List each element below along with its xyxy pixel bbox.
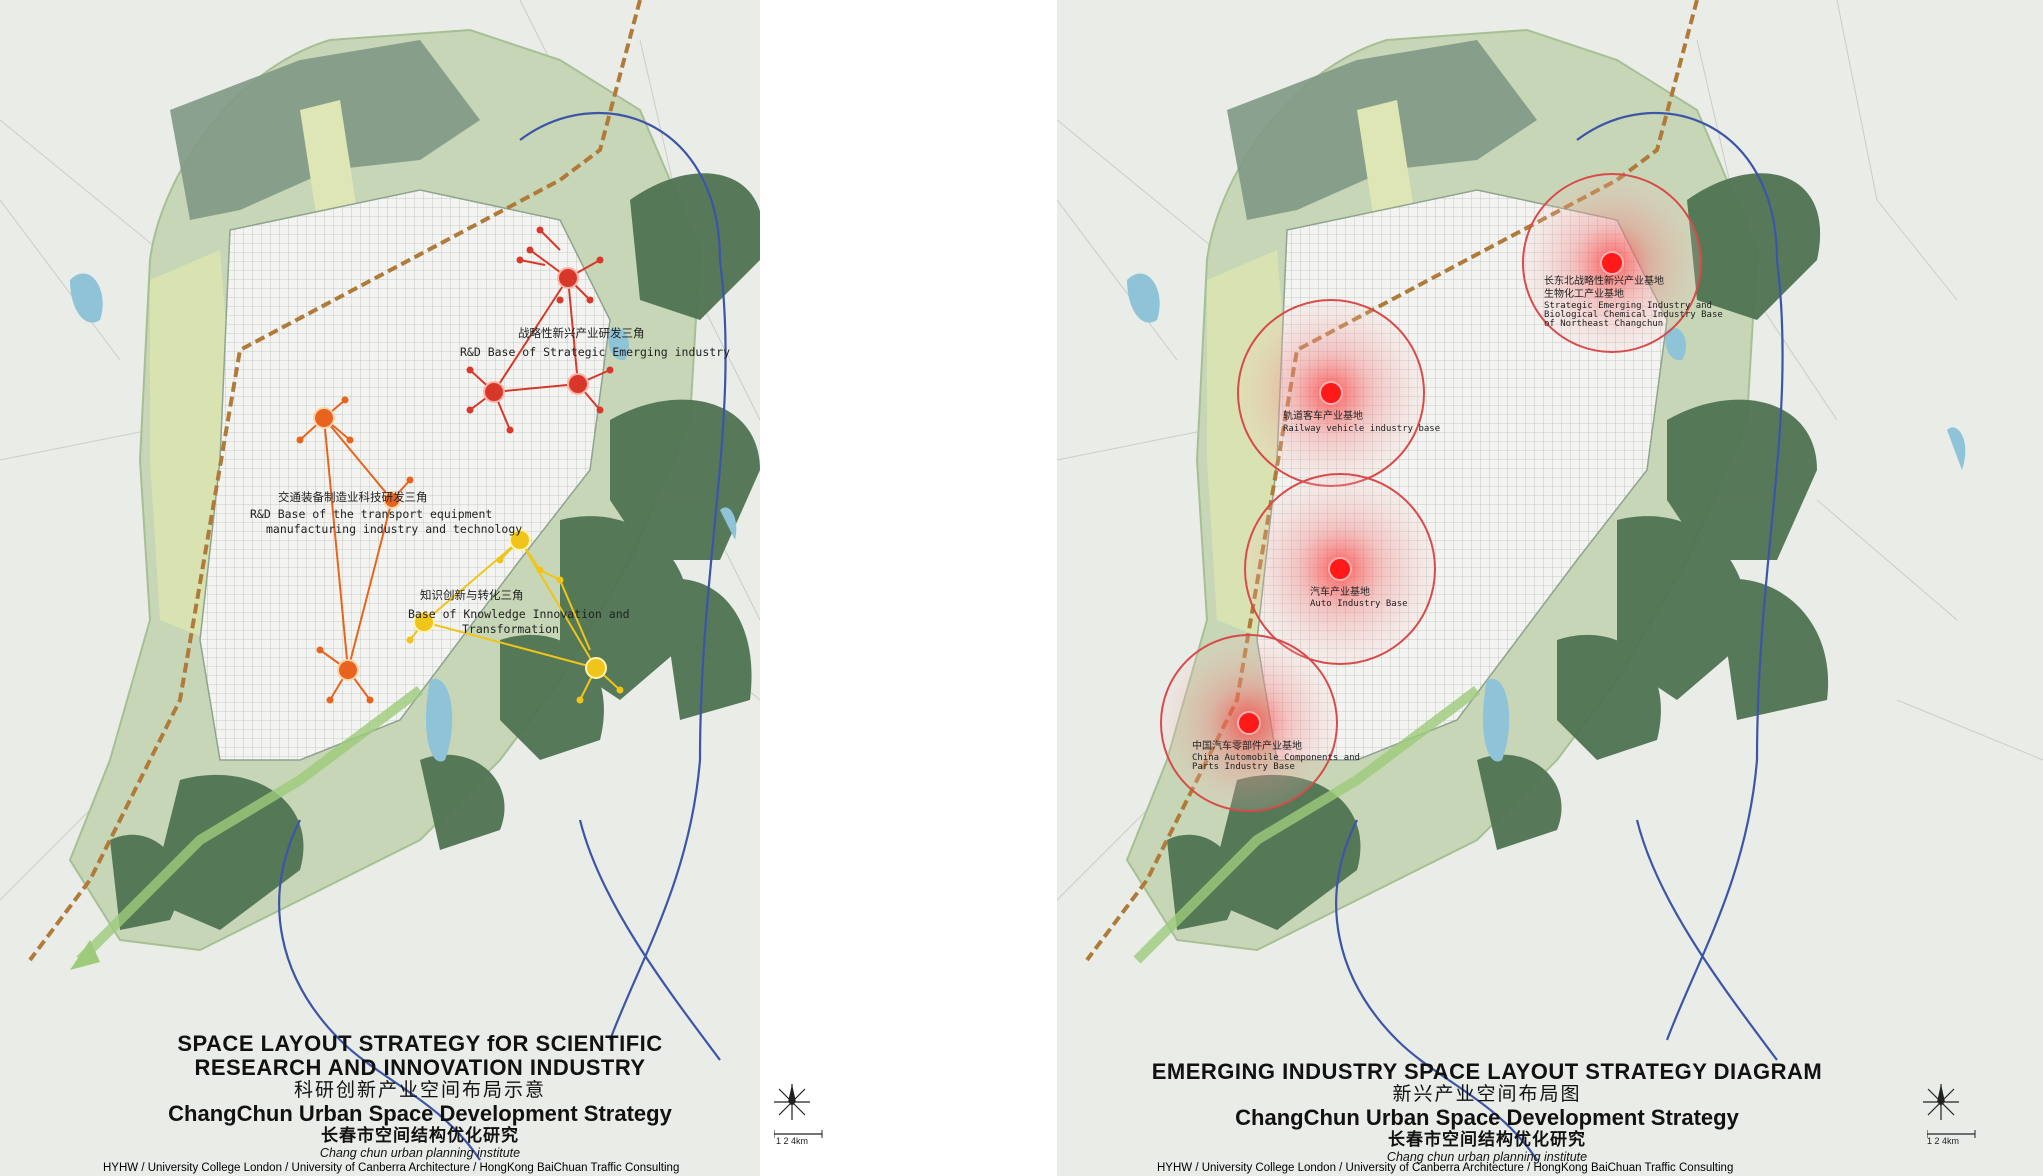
left-scale-label: 1 2 4km: [776, 1136, 809, 1146]
base2-label-zh: 轨道客车产业基地: [1283, 411, 1363, 422]
forest-patches: [110, 173, 760, 930]
green-corridor: [76, 686, 423, 964]
left-map-panel: 战略性新兴产业研发三角 R&D Base of Strategic Emergi…: [0, 0, 760, 1176]
right-compass-icon: [1923, 1084, 1959, 1120]
transport-label-en1: R&D Base of the transport equipment: [250, 507, 493, 521]
rivers-right: [1335, 111, 1784, 1161]
strategic-label-zh: 战略性新兴产业研发三角: [518, 328, 645, 340]
red-network-lines: [469, 229, 611, 431]
right-title-zh: 新兴产业空间布局图: [1392, 1084, 1582, 1105]
corridor-arrow-head: [70, 940, 100, 970]
left-subtitle-zh: 长春市空间结构优化研究: [321, 1126, 519, 1145]
left-title-zh: 科研创新产业空间布局示意: [293, 1080, 546, 1101]
right-title-en: EMERGING INDUSTRY SPACE LAYOUT STRATEGY …: [1151, 1059, 1823, 1084]
left-title-block: SPACE LAYOUT STRATEGY fOR SCIENTIFIC RES…: [100, 1031, 740, 1161]
knowledge-label-en1: Base of Knowledge Innovation and: [408, 607, 630, 621]
knowledge-label-zh: 知识创新与转化三角: [420, 590, 524, 602]
yellow-small-nodes: [406, 556, 624, 704]
panel-gap: [1005, 0, 1057, 1176]
base1-label-zh2: 生物化工产业基地: [1544, 289, 1624, 300]
base1-label-en2: Biological Chemical Industry Base: [1544, 310, 1723, 320]
right-scale-text: 1 2 4km: [1927, 1136, 1960, 1146]
yellow-network-lines: [409, 538, 621, 701]
knowledge-label-en2: Transformation: [462, 622, 559, 636]
right-title-block: EMERGING INDUSTRY SPACE LAYOUT STRATEGY …: [1137, 1059, 1837, 1165]
base4-label-zh: 中国汽车零部件产业基地: [1192, 741, 1302, 752]
base1-label-zh: 长东北战略性新兴产业基地: [1544, 276, 1664, 287]
north-yellow-zone: [300, 100, 360, 240]
transport-label-en2: manufacturing industry and technology: [266, 522, 523, 536]
strategic-label-en: R&D Base of Strategic Emerging industry: [460, 345, 731, 359]
right-subtitle-zh: 长春市空间结构优化研究: [1388, 1130, 1586, 1149]
left-map-base: [0, 0, 760, 1161]
base4-label-en1: China Automobile Components and: [1192, 753, 1360, 763]
right-subtitle-en: ChangChun Urban Space Development Strate…: [1235, 1105, 1739, 1130]
railway-line: [28, 0, 642, 962]
green-corridor-right: [1133, 686, 1480, 964]
right-institute: Chang chun urban planning institute: [1386, 1150, 1588, 1164]
north-yellow-zone-right: [1357, 100, 1417, 240]
forest-patches-right: [1167, 173, 1829, 930]
left-title-en-line1: SPACE LAYOUT STRATEGY fOR SCIENTIFIC: [177, 1031, 663, 1056]
base1-label-en3: of Northeast Changchun: [1544, 319, 1664, 329]
transport-label-zh: 交通装备制造业科技研发三角: [278, 492, 428, 504]
railway-line-right: [1085, 0, 1699, 962]
red-hub-nodes: [483, 267, 589, 403]
water-bodies-right: [1127, 273, 1966, 762]
right-credits: HYHW / University College London / Unive…: [1157, 1162, 1734, 1174]
base4-label-en2: Parts Industry Base: [1192, 762, 1295, 772]
left-compass-icon: [774, 1084, 810, 1120]
yellow-hub-nodes: [413, 529, 607, 679]
left-institute: Chang chun urban planning institute: [319, 1146, 521, 1160]
base3-label-en: Auto Industry Base: [1310, 599, 1408, 609]
right-map-base: [1057, 0, 2043, 1161]
urban-grid: [199, 189, 611, 761]
orange-small-nodes: [296, 396, 414, 704]
orange-hub-nodes: [313, 407, 401, 681]
right-scale-bar: [1927, 1130, 1976, 1138]
base1-label-en1: Strategic Emerging Industry and: [1544, 301, 1712, 311]
base2-label-en: Railway vehicle industry base: [1283, 424, 1441, 434]
base3-label-zh: 汽车产业基地: [1310, 587, 1370, 598]
left-title-en-line2: RESEARCH AND INNOVATION INDUSTRY: [194, 1055, 646, 1080]
right-map-panel: 长东北战略性新兴产业基地 生物化工产业基地 Strategic Emerging…: [1057, 0, 2043, 1176]
rivers: [278, 111, 727, 1161]
hotspot-centers: [1237, 251, 1624, 735]
water-bodies: [70, 273, 737, 762]
left-subtitle-en: ChangChun Urban Space Development Strate…: [168, 1101, 672, 1126]
left-scale-bar: [774, 1130, 823, 1138]
red-small-nodes: [466, 226, 614, 434]
orange-network-lines: [299, 399, 411, 701]
left-credits: HYHW / University College London / Unive…: [103, 1162, 680, 1174]
